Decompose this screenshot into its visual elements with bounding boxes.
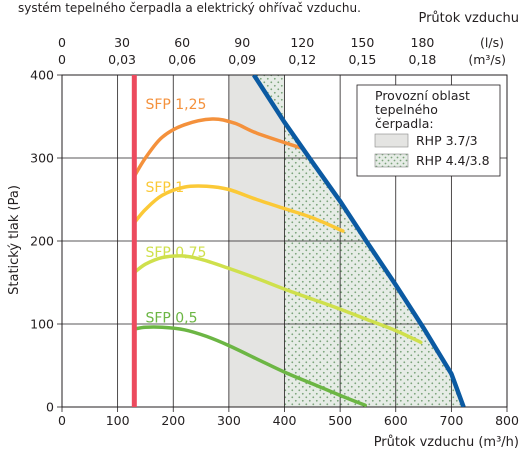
- x-axis-ticks: 0 100 200 300 400 500 600 700 800: [58, 407, 519, 428]
- top-tick-label-m3s: 0,09: [228, 52, 256, 67]
- x-tick-label: 700: [439, 413, 463, 428]
- top-tick-label-m3s: 0,03: [108, 52, 136, 67]
- header-text: systém tepelného čerpadla a elektrický o…: [18, 1, 361, 15]
- top-tick-label-ls: 30: [114, 35, 130, 50]
- y-tick-label: 200: [30, 234, 54, 249]
- top-tick-label-m3s: 0,18: [409, 52, 437, 67]
- x-tick-label: 800: [495, 413, 519, 428]
- legend-swatch-rhp-4-4: [374, 153, 409, 168]
- series-line-3: [132, 325, 367, 407]
- top-tick-label-m3s: 0,06: [168, 52, 196, 67]
- top-tick-label-m3s: 0,12: [288, 52, 316, 67]
- legend-title-line-1: Provozní oblast: [375, 88, 470, 103]
- x-tick-label: 500: [328, 413, 352, 428]
- y-tick-label: 300: [30, 151, 54, 166]
- series-line-1: [132, 184, 345, 233]
- y-tick-label: 100: [30, 317, 54, 332]
- x-tick-label: 300: [217, 413, 241, 428]
- x-tick-label: 0: [58, 413, 66, 428]
- top-axis-unit-m3s: (m³/s): [468, 52, 506, 67]
- top-axis-row-ls: 0 30 60 90 120 150 180: [58, 35, 434, 50]
- top-tick-label-ls: 120: [290, 35, 314, 50]
- x-tick-label: 200: [161, 413, 185, 428]
- x-tick-label: 600: [384, 413, 408, 428]
- series-label-0: SFP 1,25: [145, 97, 206, 113]
- top-tick-label-ls: 90: [234, 35, 250, 50]
- top-axis-title: Průtok vzduchu: [418, 11, 519, 26]
- top-tick-label-ls: 150: [350, 35, 374, 50]
- y-axis-label: Statický tlak (Pa): [7, 185, 22, 295]
- top-axis-row-m3s: 0 0,03 0,06 0,09 0,12 0,15 0,18: [58, 52, 436, 67]
- x-axis-label: Průtok vzduchu (m³/h): [374, 435, 519, 450]
- legend-label-rhp-4-4: RHP 4.4/3.8: [416, 153, 490, 168]
- y-tick-label: 400: [30, 68, 54, 83]
- series-label-1: SFP 1: [145, 180, 184, 196]
- y-tick-label: 0: [46, 400, 54, 415]
- series-line-2: [132, 254, 423, 345]
- legend-title-line-3: čerpadla:: [375, 116, 434, 131]
- legend-swatch-rhp-3-7: [374, 133, 409, 148]
- series-label-3: SFP 0,5: [145, 310, 197, 326]
- series-label-2: SFP 0,75: [145, 245, 206, 261]
- legend-label-rhp-3-7: RHP 3.7/3: [416, 133, 478, 148]
- top-axis-unit-ls: (l/s): [480, 35, 504, 50]
- fan-curve: [252, 75, 466, 407]
- legend-title-line-2: tepelného: [375, 102, 438, 117]
- series-line-0: [132, 117, 303, 179]
- x-tick-label: 400: [273, 413, 297, 428]
- top-tick-label-ls: 0: [58, 35, 66, 50]
- top-tick-label-m3s: 0: [58, 52, 66, 67]
- y-axis-ticks: 0 100 200 300 400: [30, 68, 62, 415]
- top-tick-label-ls: 60: [174, 35, 190, 50]
- top-tick-label-m3s: 0,15: [348, 52, 376, 67]
- x-tick-label: 100: [106, 413, 130, 428]
- legend: Provozní oblast tepelného čerpadla: RHP …: [356, 84, 501, 177]
- top-tick-label-ls: 180: [411, 35, 435, 50]
